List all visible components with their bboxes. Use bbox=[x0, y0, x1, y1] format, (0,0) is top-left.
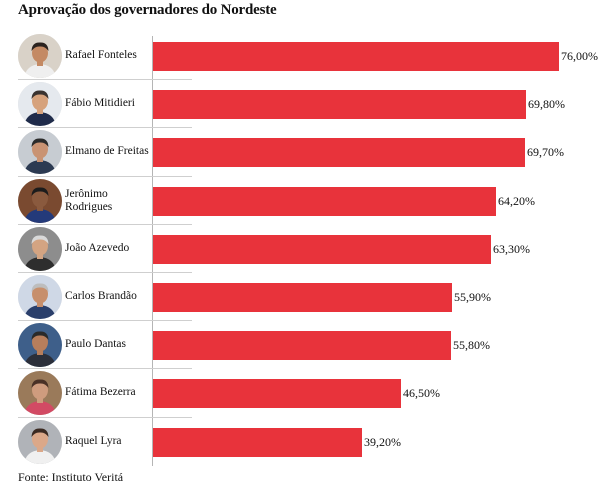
bar bbox=[153, 186, 496, 216]
category-label: Jerônimo Rodrigues bbox=[65, 188, 155, 214]
value-label: 76,00% bbox=[561, 49, 598, 63]
category-label-line: Fábio Mitidieri bbox=[65, 97, 135, 110]
category-label-line: Rodrigues bbox=[65, 200, 113, 213]
row-separator bbox=[18, 175, 192, 177]
value-label: 69,80% bbox=[528, 97, 565, 112]
value-label: 55,80% bbox=[453, 338, 490, 353]
bar-row: Paulo Dantas 55,80% bbox=[18, 320, 602, 368]
governor-photo bbox=[18, 34, 62, 78]
bar bbox=[153, 234, 491, 264]
governor-photo bbox=[18, 275, 62, 319]
governor-photo bbox=[18, 178, 62, 223]
category-label: Elmano de Freitas bbox=[65, 145, 155, 158]
row-separator bbox=[18, 223, 192, 225]
bar bbox=[153, 331, 451, 361]
bar-row: Jerônimo Rodrigues 64,20% bbox=[18, 175, 602, 223]
row-separator bbox=[18, 320, 192, 322]
bar-row: Fátima Bezerra 46,50% bbox=[18, 368, 602, 416]
value-label: 46,50% bbox=[403, 386, 440, 401]
bar-row: Raquel Lyra 39,20% bbox=[18, 416, 602, 464]
bar-row: Carlos Brandão 55,90% bbox=[18, 272, 602, 319]
chart-title: Aprovação dos governadores do Nordeste bbox=[18, 2, 277, 18]
governor-photo bbox=[18, 323, 62, 368]
value-label: 64,20% bbox=[498, 193, 535, 208]
bar bbox=[153, 427, 362, 457]
row-separator bbox=[18, 368, 192, 370]
row-separator bbox=[18, 272, 192, 273]
category-label: Raquel Lyra bbox=[65, 435, 155, 448]
bar-row: Fábio Mitidieri 69,80% bbox=[18, 79, 602, 127]
value-label: 63,30% bbox=[493, 241, 530, 256]
category-label-line: Jerônimo bbox=[65, 187, 108, 200]
value-label: 39,20% bbox=[364, 434, 401, 449]
category-label-line: João Azevedo bbox=[65, 241, 130, 254]
bar bbox=[153, 90, 526, 120]
bar bbox=[153, 138, 525, 168]
value-label: 69,70% bbox=[527, 145, 564, 160]
category-label: Carlos Brandão bbox=[65, 290, 155, 303]
category-label: João Azevedo bbox=[65, 242, 155, 255]
governor-photo bbox=[18, 226, 62, 271]
category-label: Fábio Mitidieri bbox=[65, 97, 155, 110]
category-label-line: Elmano de Freitas bbox=[65, 145, 149, 158]
bar bbox=[153, 42, 559, 71]
bar bbox=[153, 283, 452, 312]
bar-row: Elmano de Freitas 69,70% bbox=[18, 127, 602, 175]
category-label-line: Raquel Lyra bbox=[65, 434, 122, 447]
row-separator bbox=[18, 416, 192, 418]
value-label: 55,90% bbox=[454, 290, 491, 304]
category-label-line: Paulo Dantas bbox=[65, 338, 127, 351]
bar-row: Rafael Fonteles 76,00% bbox=[18, 34, 602, 78]
bar-row: João Azevedo 63,30% bbox=[18, 223, 602, 271]
row-separator bbox=[18, 127, 192, 129]
governor-photo bbox=[18, 130, 62, 175]
bar bbox=[153, 379, 401, 409]
category-label-line: Fátima Bezerra bbox=[65, 386, 136, 399]
row-separator bbox=[18, 79, 192, 81]
category-label: Rafael Fonteles bbox=[65, 49, 155, 62]
governor-photo bbox=[18, 82, 62, 127]
axis-line bbox=[152, 36, 153, 466]
category-label: Fátima Bezerra bbox=[65, 386, 155, 399]
category-label: Paulo Dantas bbox=[65, 338, 155, 351]
category-label-line: Carlos Brandão bbox=[65, 290, 137, 302]
category-label-line: Rafael Fonteles bbox=[65, 49, 137, 61]
source-note: Fonte: Instituto Veritá bbox=[18, 470, 124, 484]
governor-photo bbox=[18, 419, 62, 464]
governor-photo bbox=[18, 371, 62, 416]
